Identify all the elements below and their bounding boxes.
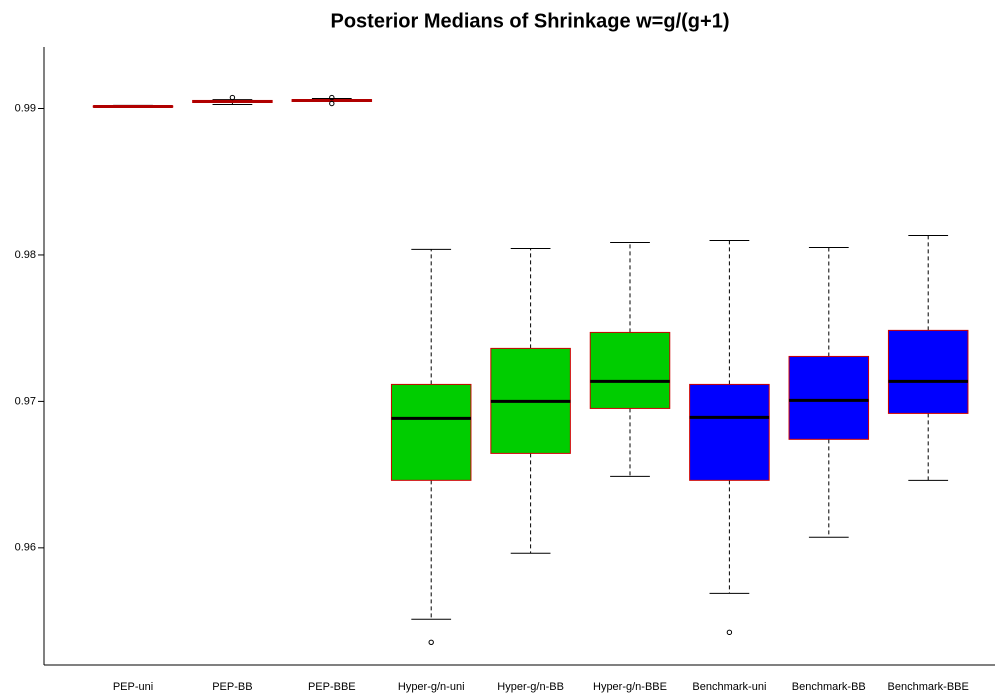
- x-tick-label: Hyper-g/n-uni: [398, 681, 465, 693]
- x-tick-label: Benchmark-BB: [792, 681, 866, 693]
- x-tick-label: Hyper-g/n-BB: [497, 681, 564, 693]
- box: [689, 383, 770, 481]
- box: [589, 331, 671, 409]
- x-tick-label: Hyper-g/n-BBE: [593, 681, 667, 693]
- outlier: [329, 94, 335, 101]
- outlier: [428, 639, 434, 646]
- y-tick-label: 0.97: [15, 395, 36, 407]
- y-tick-label: 0.98: [15, 249, 36, 261]
- box: [788, 355, 870, 440]
- x-tick-label: Benchmark-uni: [692, 681, 766, 693]
- y-tick-label: 0.99: [15, 102, 36, 114]
- outlier: [229, 94, 236, 101]
- x-tick-label: PEP-BBE: [308, 681, 356, 693]
- chart-title: Posterior Medians of Shrinkage w=g/(g+1): [331, 10, 730, 32]
- box: [887, 329, 969, 414]
- box: [390, 383, 472, 481]
- x-tick-label: Benchmark-BBE: [888, 681, 969, 693]
- outlier: [726, 629, 733, 636]
- x-tick-label: PEP-BB: [212, 681, 252, 693]
- outlier: [329, 100, 335, 107]
- y-tick-label: 0.96: [15, 542, 36, 554]
- x-tick-label: PEP-uni: [113, 681, 153, 693]
